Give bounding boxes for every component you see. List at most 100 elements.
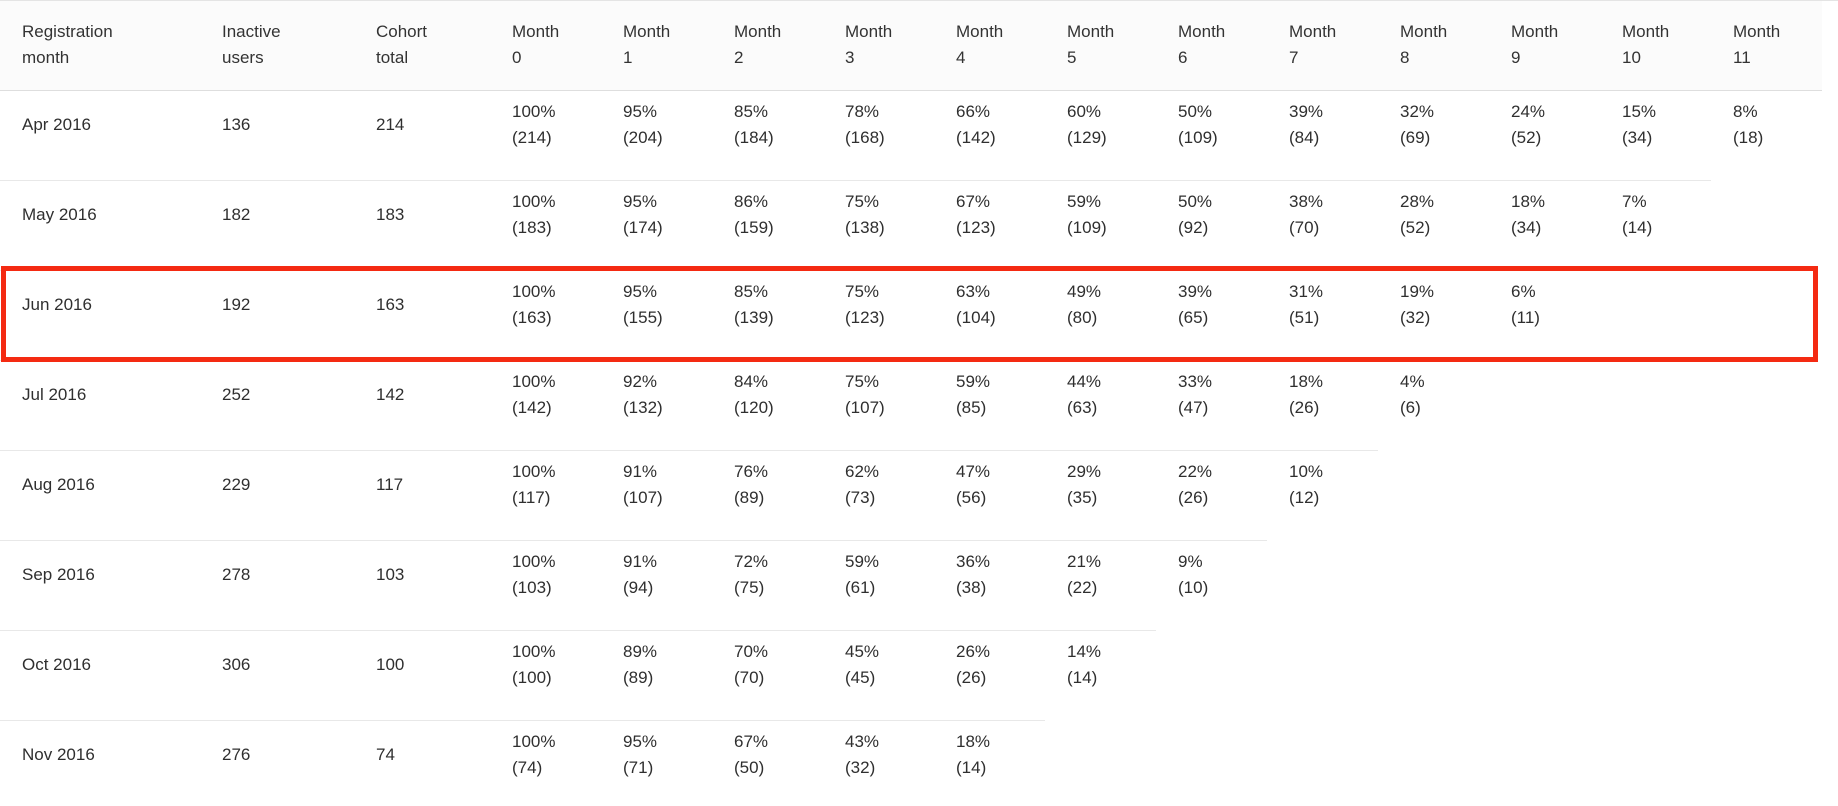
retention-count: (18) — [1733, 128, 1764, 148]
column-header-line: 1 — [623, 48, 633, 68]
column-header-line: Registration — [22, 22, 113, 42]
column-header-line: 11 — [1733, 48, 1751, 68]
retention-count: (75) — [734, 578, 765, 597]
month-3-cell: 43% (32) — [823, 719, 934, 806]
month-0-cell: 100% (117) — [490, 449, 601, 540]
cohort-total-cell: 74 — [354, 719, 490, 806]
cohort-total-cell: 100 — [354, 629, 490, 720]
retention-percent: 43% — [845, 732, 880, 752]
column-header-month-2: Month 2 — [712, 1, 823, 91]
retention-percent: 10% — [1289, 462, 1324, 482]
retention-count: (73) — [845, 488, 876, 507]
month-1-cell: 95% (174) — [601, 179, 712, 270]
month-1-cell: 95% (155) — [601, 269, 712, 360]
month-1-cell: 89% (89) — [601, 629, 712, 720]
retention-count: (47) — [1178, 398, 1209, 417]
retention-count: (84) — [1289, 128, 1320, 147]
month-2-cell: 67% (50) — [712, 719, 823, 806]
retention-count: (183) — [512, 218, 552, 237]
month-4-cell: 67% (123) — [934, 179, 1045, 270]
month-10-cell: 7% (14) — [1600, 179, 1711, 270]
retention-percent: 33% — [1178, 372, 1213, 391]
retention-count: (92) — [1178, 218, 1209, 237]
month-5-cell: 60% (129) — [1045, 90, 1156, 180]
retention-count: (109) — [1067, 218, 1107, 237]
header-row: Registration month Inactive users Cohort tota… — [0, 1, 1822, 91]
retention-count: (155) — [623, 308, 663, 327]
retention-percent: 72% — [734, 552, 769, 571]
month-6-cell: 9% (10) — [1156, 539, 1267, 630]
month-10-cell-empty — [1600, 720, 1711, 806]
month-6-cell: 50% (92) — [1156, 179, 1267, 270]
retention-percent: 75% — [845, 192, 880, 211]
retention-count: (103) — [512, 578, 552, 597]
month-10-cell-empty — [1600, 270, 1711, 360]
month-1-cell: 95% (71) — [601, 719, 712, 806]
retention-percent: 45% — [845, 642, 880, 661]
column-header-line: Month — [1400, 22, 1448, 42]
retention-percent: 6% — [1511, 282, 1536, 302]
month-3-cell: 59% (61) — [823, 539, 934, 630]
month-4-cell: 59% (85) — [934, 359, 1045, 450]
month-5-cell: 59% (109) — [1045, 179, 1156, 270]
retention-percent: 59% — [1067, 192, 1102, 211]
retention-count: (163) — [512, 308, 552, 327]
month-2-cell: 85% (184) — [712, 90, 823, 180]
retention-count: (184) — [734, 128, 774, 147]
inactive-users-cell: 276 — [200, 719, 354, 806]
retention-percent: 85% — [734, 102, 769, 121]
month-7-cell: 10% (12) — [1267, 449, 1378, 540]
month-6-cell: 33% (47) — [1156, 359, 1267, 450]
retention-count: (138) — [845, 218, 885, 237]
column-header-line: 0 — [512, 48, 522, 68]
retention-percent: 78% — [845, 102, 880, 121]
month-3-cell: 75% (123) — [823, 269, 934, 360]
column-header-month-0: Month 0 — [490, 1, 601, 91]
retention-count: (12) — [1289, 488, 1320, 508]
month-4-cell: 18% (14) — [934, 719, 1045, 806]
retention-count: (120) — [734, 398, 774, 417]
column-header-month-11: Month 11 — [1711, 1, 1822, 91]
retention-percent: 95% — [623, 102, 658, 121]
month-11-cell: 8% (18) — [1711, 90, 1822, 180]
retention-count: (26) — [1289, 398, 1320, 417]
retention-percent: 84% — [734, 372, 769, 391]
month-11-cell-empty — [1711, 180, 1822, 270]
retention-count: (35) — [1067, 488, 1098, 507]
retention-count: (104) — [956, 308, 996, 327]
retention-count: (168) — [845, 128, 885, 147]
retention-count: (26) — [956, 668, 987, 687]
column-header-line: Cohort — [376, 22, 428, 42]
retention-count: (142) — [512, 398, 552, 417]
retention-percent: 19% — [1400, 282, 1435, 301]
month-4-cell: 36% (38) — [934, 539, 1045, 630]
column-header-line: users — [222, 48, 264, 68]
retention-percent: 91% — [623, 552, 658, 571]
month-6-cell: 50% (109) — [1156, 90, 1267, 180]
column-header-line: 5 — [1067, 48, 1077, 68]
retention-percent: 8% — [1733, 102, 1758, 122]
retention-percent: 18% — [1511, 192, 1546, 211]
retention-count: (107) — [845, 398, 885, 417]
column-header-line: Month — [1622, 22, 1670, 42]
retention-count: (107) — [623, 488, 663, 507]
retention-percent: 9% — [1178, 552, 1203, 572]
month-8-cell-empty — [1378, 540, 1489, 630]
column-header-month-1: Month 1 — [601, 1, 712, 91]
month-5-cell: 14% (14) — [1045, 629, 1156, 720]
month-8-cell-empty — [1378, 450, 1489, 540]
retention-count: (22) — [1067, 578, 1098, 597]
column-header-month-8: Month 8 — [1378, 1, 1489, 91]
table-row: Apr 2016 136 214 100% (214) 95% (204) 85% (184) 7… — [0, 90, 1822, 180]
retention-count: (45) — [845, 668, 876, 687]
column-header-line: Month — [1511, 22, 1559, 42]
retention-percent: 100% — [512, 282, 556, 301]
column-header-line: 7 — [1289, 48, 1299, 68]
retention-count: (52) — [1400, 218, 1431, 237]
column-header-month-3: Month 3 — [823, 1, 934, 91]
month-5-cell: 49% (80) — [1045, 269, 1156, 360]
retention-percent: 95% — [623, 732, 658, 752]
month-5-cell: 29% (35) — [1045, 449, 1156, 540]
table-row: Nov 2016 276 74 100% (74) 95% (71) 67% (50) 43% (3… — [0, 719, 1822, 806]
